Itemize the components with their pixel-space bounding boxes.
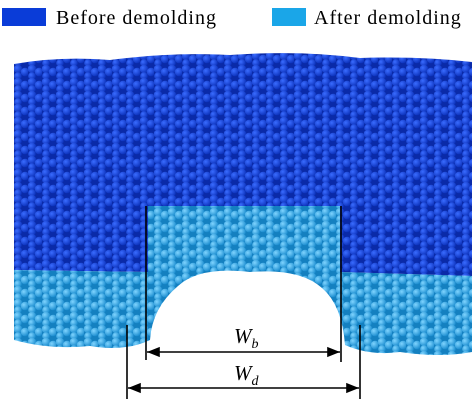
subscript: d	[252, 374, 260, 389]
dimension-label: Wb	[234, 324, 259, 352]
legend-swatch	[2, 8, 46, 26]
legend: Before demolding After demolding	[2, 7, 462, 29]
legend-label: After demolding	[314, 7, 462, 29]
dimension-label: Wd	[234, 361, 260, 389]
figure: Before demolding After demolding Wb Wd	[0, 0, 472, 401]
legend-label: Before demolding	[56, 7, 217, 29]
subscript: b	[252, 337, 259, 352]
legend-swatch	[272, 8, 306, 26]
